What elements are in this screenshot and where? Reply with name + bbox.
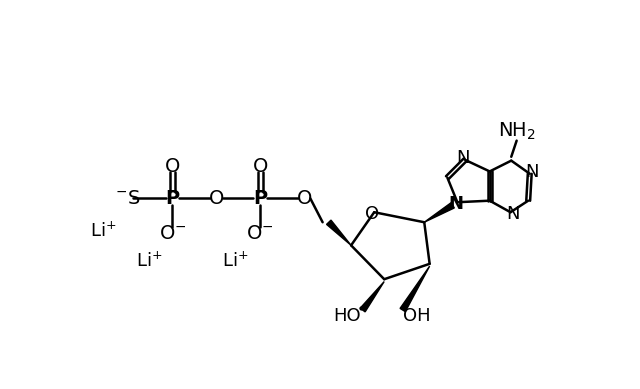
Text: O: O [296, 189, 312, 208]
Polygon shape [400, 266, 429, 312]
Text: $^{-}$S: $^{-}$S [115, 189, 141, 208]
Text: N: N [506, 205, 520, 223]
Text: N: N [449, 195, 463, 213]
Text: NH$_2$: NH$_2$ [498, 121, 536, 142]
Text: O$^{-}$: O$^{-}$ [159, 224, 186, 242]
Text: N: N [525, 163, 539, 181]
Text: Li$^{+}$: Li$^{+}$ [90, 222, 116, 241]
Text: P: P [253, 189, 268, 208]
Polygon shape [424, 203, 454, 222]
Polygon shape [360, 282, 384, 312]
Text: O$^{-}$: O$^{-}$ [246, 224, 274, 242]
Text: HO: HO [333, 307, 361, 325]
Text: O: O [365, 205, 379, 223]
Text: OH: OH [403, 307, 430, 325]
Polygon shape [326, 220, 351, 245]
Text: P: P [165, 189, 180, 208]
Text: O: O [164, 156, 180, 175]
Text: Li$^{+}$: Li$^{+}$ [136, 251, 163, 270]
Text: Li$^{+}$: Li$^{+}$ [222, 251, 249, 270]
Text: O: O [209, 189, 224, 208]
Text: O: O [253, 156, 268, 175]
Text: N: N [456, 149, 470, 166]
